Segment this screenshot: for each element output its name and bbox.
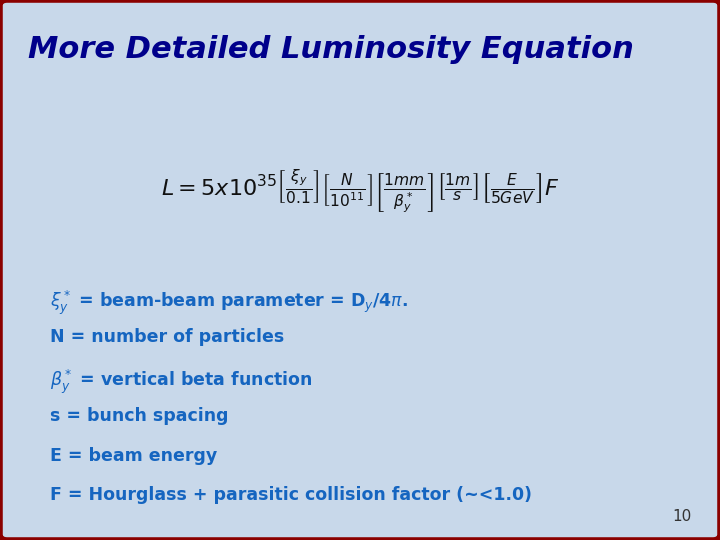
Text: $L = 5x10^{35}\left[\frac{\xi_y}{0.1}\right]\left[\frac{N}{10^{11}}\right]\left[: $L = 5x10^{35}\left[\frac{\xi_y}{0.1}\ri… [161, 167, 559, 216]
Text: F = Hourglass + parasitic collision factor (~<1.0): F = Hourglass + parasitic collision fact… [50, 486, 532, 504]
Text: E = beam energy: E = beam energy [50, 447, 217, 464]
Text: More Detailed Luminosity Equation: More Detailed Luminosity Equation [28, 35, 634, 64]
Text: s = bunch spacing: s = bunch spacing [50, 407, 229, 425]
Text: $\beta_y^*$ = vertical beta function: $\beta_y^*$ = vertical beta function [50, 368, 313, 396]
Text: $\xi_y^*$ = beam-beam parameter = D$_y$/4$\pi$.: $\xi_y^*$ = beam-beam parameter = D$_y$/… [50, 289, 408, 317]
Text: 10: 10 [672, 509, 691, 524]
Text: N = number of particles: N = number of particles [50, 328, 284, 346]
